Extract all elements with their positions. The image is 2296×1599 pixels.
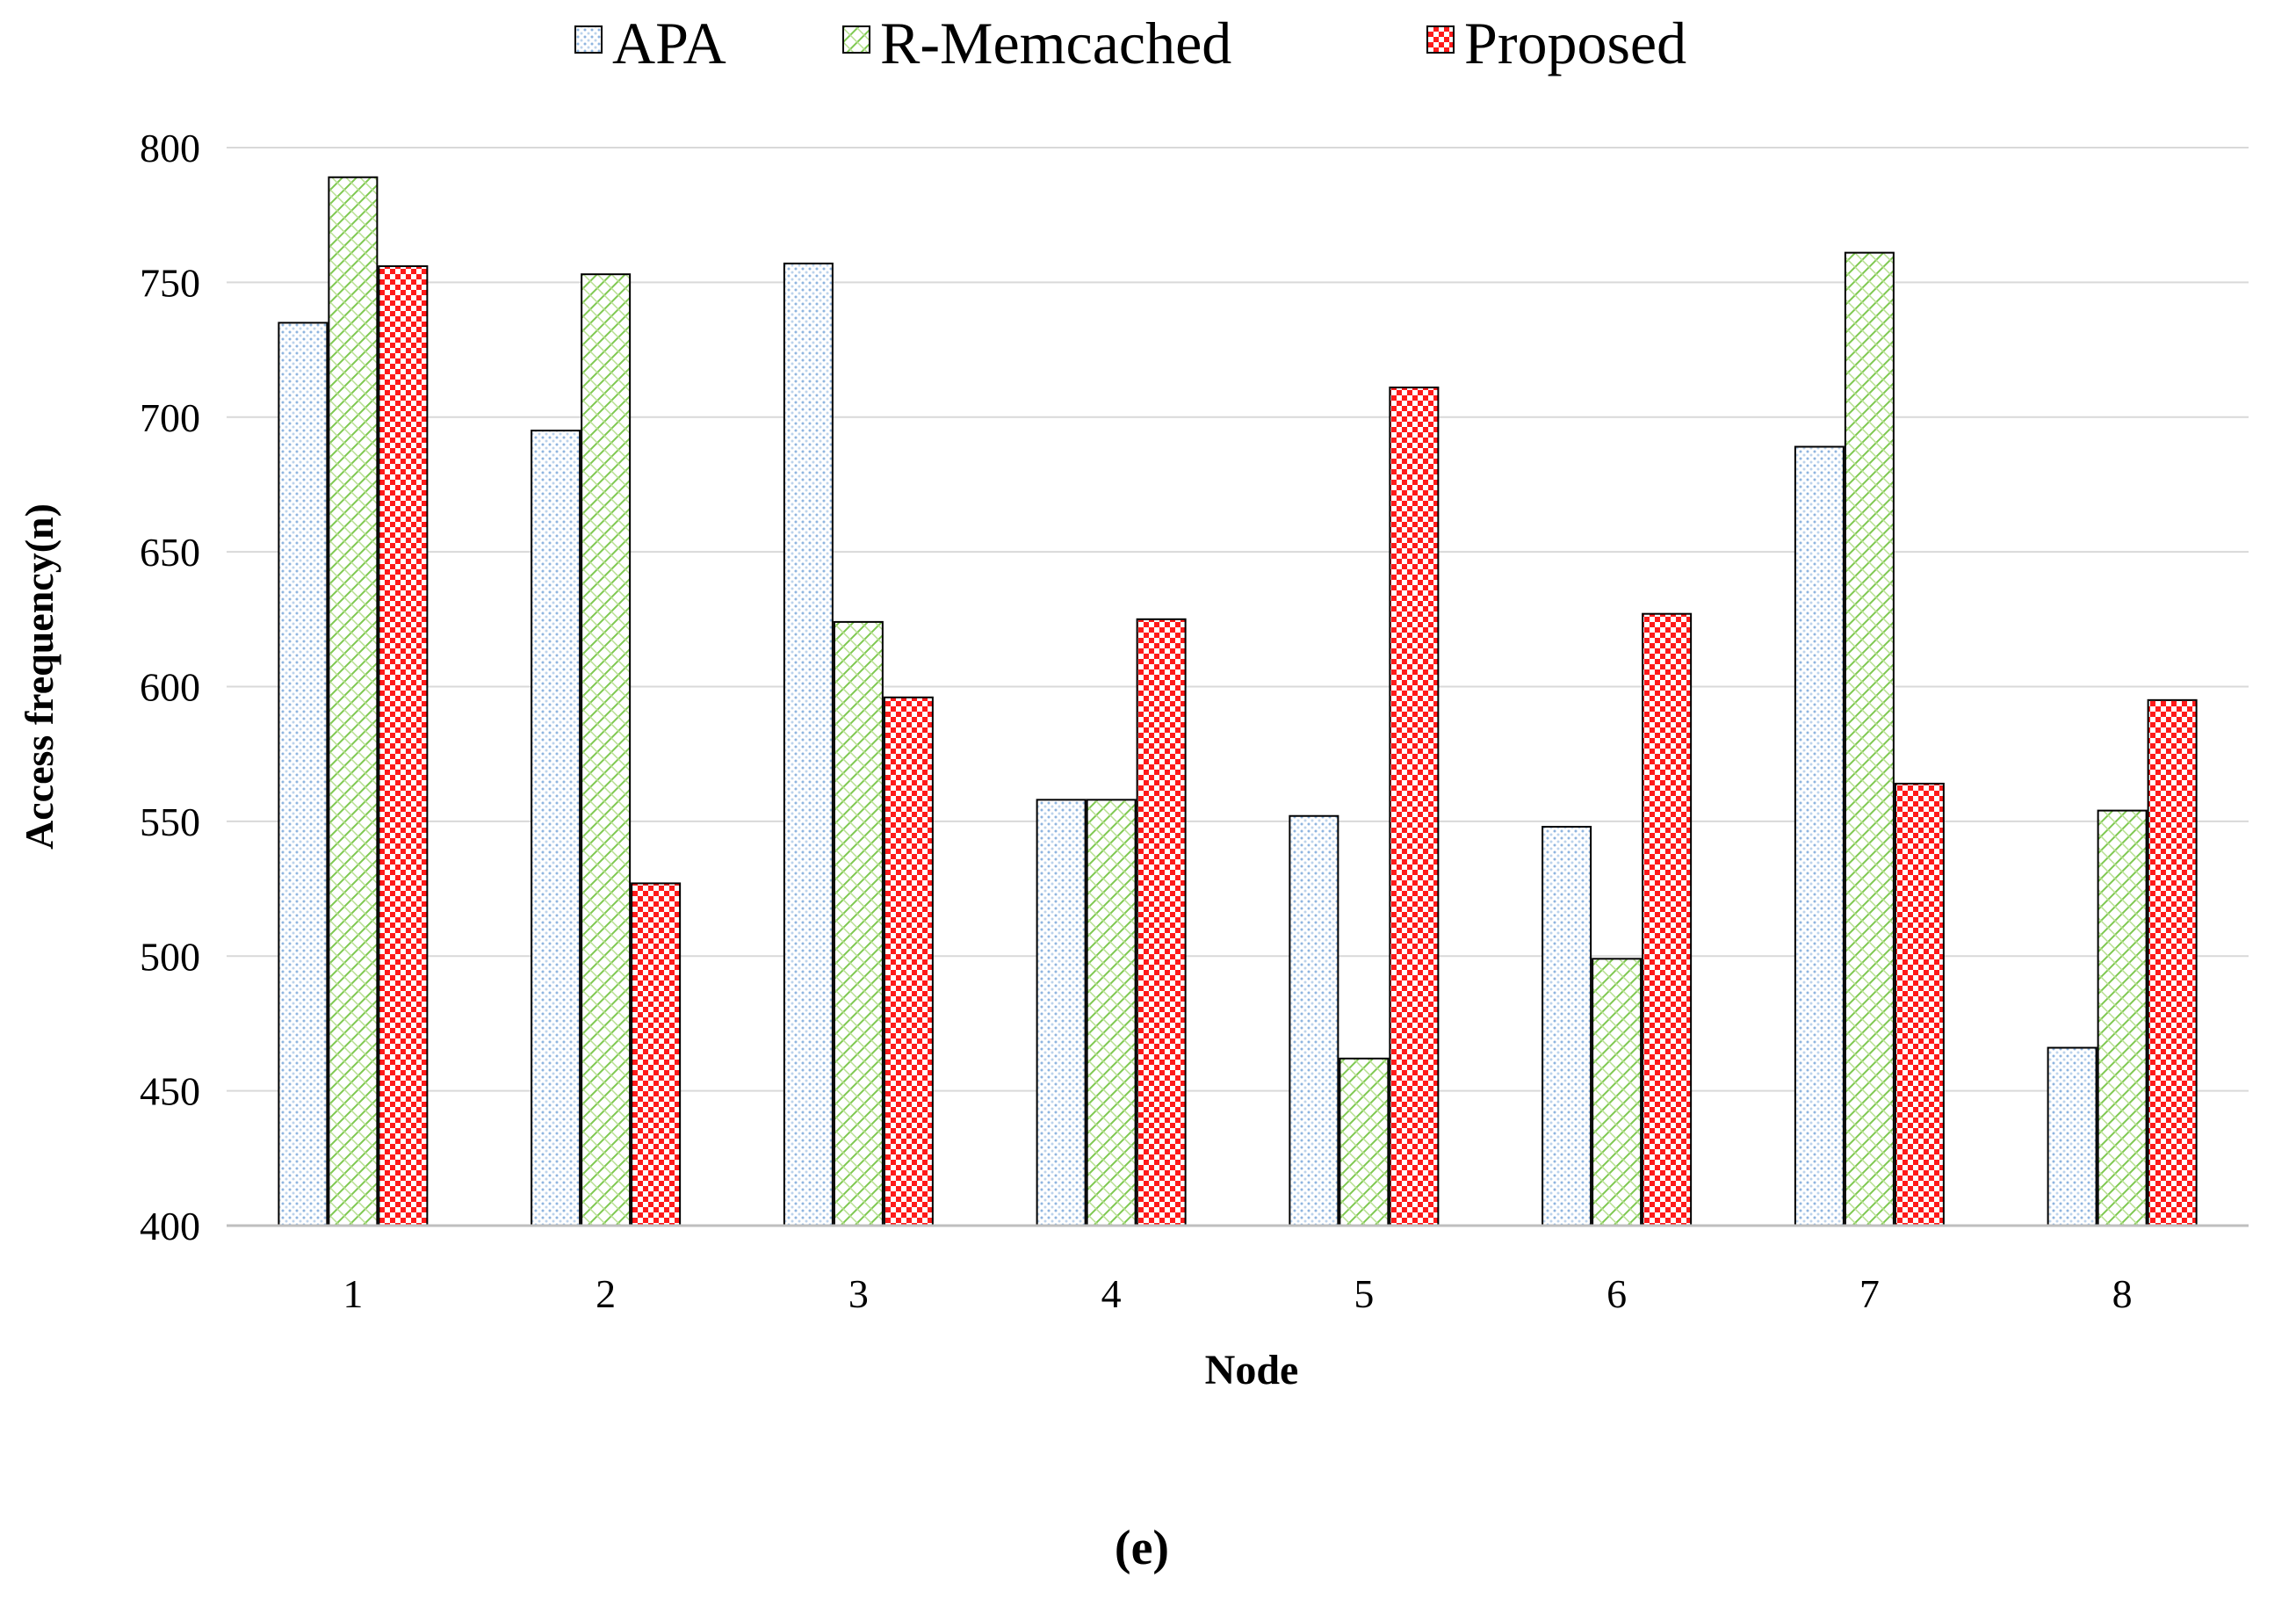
bar-proposed-node-2 [631,882,682,1226]
bar-apa-node-4 [1036,799,1087,1227]
x-tick-label: 6 [1606,1271,1627,1316]
bar-proposed-node-1 [378,264,429,1227]
bar-r-memcached-node-2 [581,273,632,1226]
bar-r-memcached-node-4 [1086,799,1137,1227]
bars [278,176,2198,1227]
x-tick-label: 5 [1354,1271,1374,1316]
bar-apa-node-3 [783,262,834,1227]
y-tick-label: 500 [140,934,200,979]
bar-apa-node-1 [278,322,329,1227]
bar-apa-node-8 [2047,1046,2097,1227]
bar-r-memcached-node-5 [1339,1057,1390,1226]
x-tick-label: 7 [1859,1271,1880,1316]
x-tick-label: 4 [1101,1271,1122,1316]
legend-label: Proposed [1464,10,1686,76]
figure-caption: (e) [1115,1521,1169,1575]
bar-proposed-node-8 [2147,698,2198,1226]
legend: APA R-Memcached Proposed [574,10,1686,76]
legend-item-r-memcached: R-Memcached [842,10,1231,76]
bar-r-memcached-node-1 [328,176,379,1226]
bar-apa-node-6 [1541,826,1592,1226]
legend-swatch [574,25,603,54]
x-tick-labels: 1 2 3 4 5 6 7 8 [343,1271,2132,1316]
grid-lines [227,147,2249,1092]
x-tick-label: 2 [596,1271,616,1316]
x-tick-label: 1 [343,1271,363,1316]
bar-r-memcached-node-6 [1592,958,1643,1226]
legend-item-proposed: Proposed [1426,10,1686,76]
bar-proposed-node-5 [1389,387,1440,1226]
legend-item-apa: APA [574,10,726,76]
bar-proposed-node-7 [1894,782,1945,1226]
y-tick-label: 750 [140,260,200,305]
bar-proposed-node-6 [1642,612,1693,1226]
bar-apa-node-7 [1794,445,1845,1226]
y-tick-labels: 400 450 500 550 600 650 700 750 800 [140,126,200,1248]
y-tick-label: 600 [140,665,200,710]
legend-swatch [1426,25,1455,54]
y-tick-label: 800 [140,126,200,170]
y-tick-label: 650 [140,530,200,575]
x-tick-label: 8 [2112,1271,2133,1316]
y-tick-label: 550 [140,800,200,844]
bar-proposed-node-3 [883,696,934,1226]
y-tick-label: 700 [140,395,200,440]
bar-r-memcached-node-8 [2097,809,2148,1226]
bar-apa-node-2 [531,430,581,1226]
legend-label: APA [612,10,726,76]
x-axis-label: Node [1205,1347,1299,1393]
y-axis-label: Access frequency(n) [17,503,61,850]
bar-r-memcached-node-7 [1844,251,1895,1227]
bar-proposed-node-4 [1136,618,1187,1226]
x-tick-label: 3 [848,1271,869,1316]
bar-r-memcached-node-3 [833,620,884,1226]
y-tick-label: 400 [140,1204,200,1248]
legend-swatch [842,25,870,54]
y-tick-label: 450 [140,1069,200,1114]
bar-apa-node-5 [1289,814,1339,1226]
legend-label: R-Memcached [880,10,1231,76]
